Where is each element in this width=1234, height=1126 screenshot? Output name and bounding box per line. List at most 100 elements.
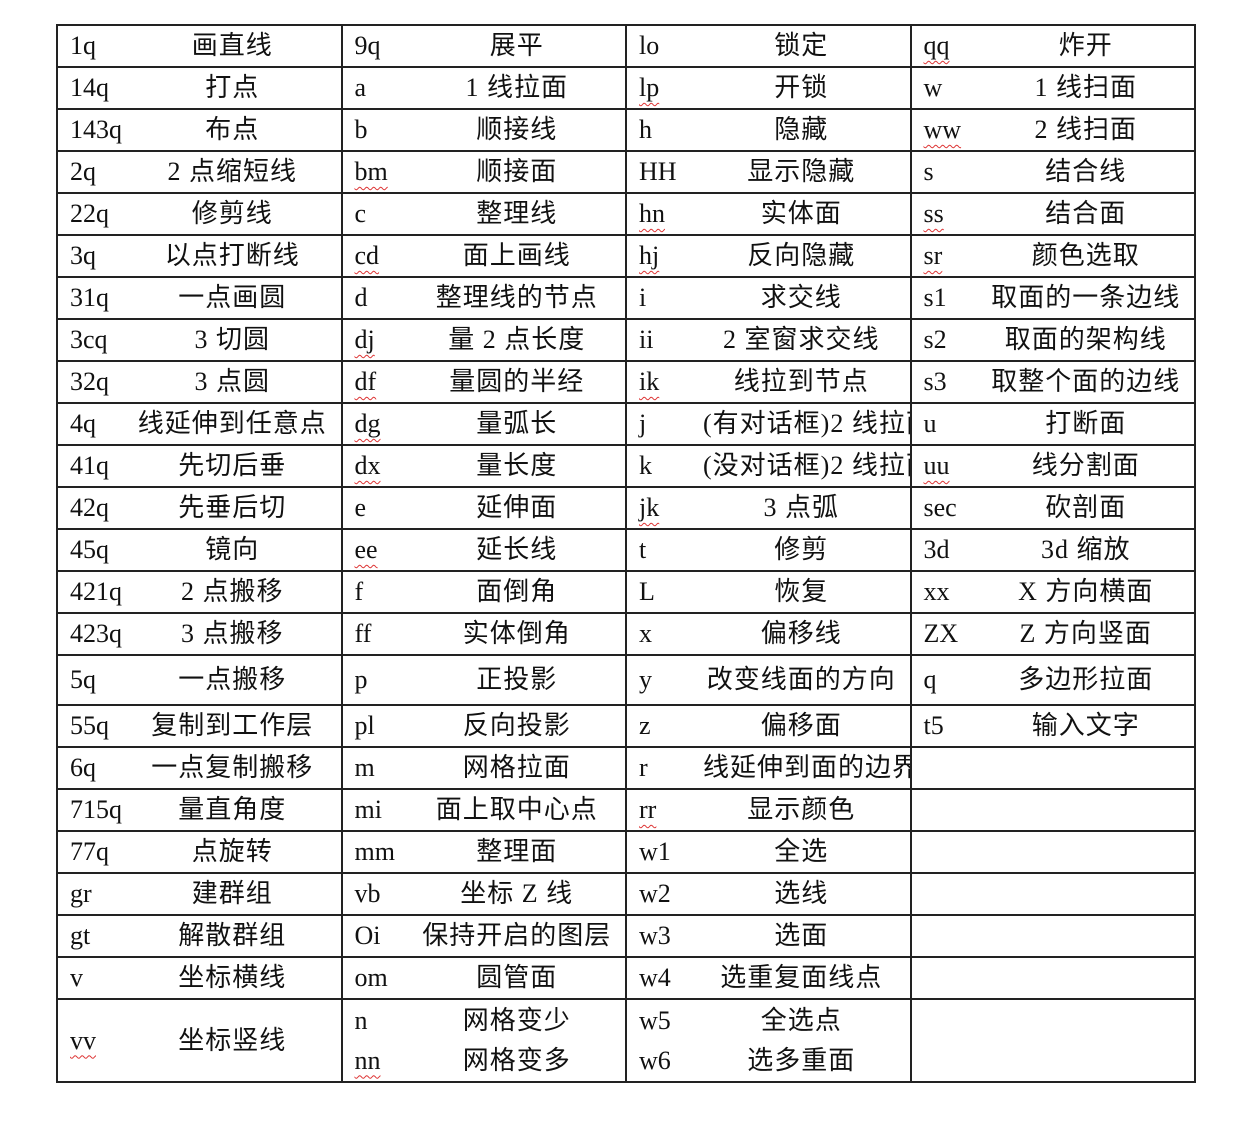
shortcut-entry: 41q 先切后垂 xyxy=(70,447,331,485)
table-cell: 41q 先切后垂 xyxy=(56,444,343,488)
shortcut-entry: ik 线拉到节点 xyxy=(639,363,900,401)
shortcut-entry: s3 取整个面的边线 xyxy=(924,363,1185,401)
shortcut-code: mm xyxy=(354,837,395,866)
shortcut-entry: r 线延伸到面的边界 xyxy=(639,749,909,787)
shortcut-description: Z 方向竖面 xyxy=(1019,619,1152,648)
shortcut-entry: nn 网格变多 xyxy=(355,1041,616,1081)
shortcut-entry: hj 反向隐藏 xyxy=(639,237,900,275)
shortcut-code: mi xyxy=(354,795,382,824)
shortcut-code: w4 xyxy=(639,963,671,992)
shortcut-code: p xyxy=(354,665,368,694)
table-cell: 4q 线延伸到任意点 xyxy=(56,402,343,446)
table-row: 4q 线延伸到任意点 dg 量弧长 j (有对话框)2 线拉面 u 打断面 xyxy=(56,402,1196,446)
shortcut-entry: m 网格拉面 xyxy=(355,749,616,787)
table-cell: 5q 一点搬移 xyxy=(56,654,343,706)
table-cell: w 1 线扫面 xyxy=(909,66,1196,110)
shortcut-code: 22q xyxy=(70,199,109,228)
shortcut-code: b xyxy=(354,115,368,144)
table-row: 45q 镜向 ee 延长线 t 修剪 3d 3d 缩放 xyxy=(56,528,1196,572)
table-cell: hj 反向隐藏 xyxy=(625,234,912,278)
shortcut-description: 3 点弧 xyxy=(763,493,839,522)
table-row: 715q 量直角度 mi 面上取中心点 rr 显示颜色 xyxy=(56,788,1196,832)
shortcut-description: 线延伸到任意点 xyxy=(137,409,327,438)
shortcut-code: q xyxy=(923,665,937,694)
shortcut-description: 2 点缩短线 xyxy=(167,157,297,186)
shortcut-code: 32q xyxy=(70,367,109,396)
shortcut-entry: 22q 修剪线 xyxy=(70,195,331,233)
shortcut-description: 打点 xyxy=(205,73,260,102)
shortcut-code: ss xyxy=(923,199,944,228)
shortcut-description: 取面的架构线 xyxy=(1004,325,1167,354)
shortcut-code: lo xyxy=(639,31,660,60)
shortcut-entry: w5 全选点 xyxy=(639,1001,900,1041)
shortcut-code: 5q xyxy=(70,665,96,694)
shortcut-description: 正投影 xyxy=(476,665,558,694)
table-cell: f 面倒角 xyxy=(340,570,627,614)
shortcut-description: 坐标 Z 线 xyxy=(460,879,574,908)
table-cell xyxy=(909,998,1196,1083)
shortcut-code: s xyxy=(923,157,934,186)
shortcut-description: 2 点搬移 xyxy=(180,577,284,606)
shortcut-description: 炸开 xyxy=(1058,31,1113,60)
table-row: 41q 先切后垂 dx 量长度 k (没对话框)2 线拉面 uu 线分割面 xyxy=(56,444,1196,488)
shortcut-code: L xyxy=(639,577,655,606)
table-cell: 42q 先垂后切 xyxy=(56,486,343,530)
shortcut-description: 显示颜色 xyxy=(747,795,856,824)
shortcut-code: gt xyxy=(70,921,91,950)
shortcut-code: qq xyxy=(923,31,950,60)
shortcut-entry: 4q 线延伸到任意点 xyxy=(70,405,331,443)
shortcut-description: 选多重面 xyxy=(747,1045,856,1075)
shortcut-entry: hn 实体面 xyxy=(639,195,900,233)
shortcut-entry: p 正投影 xyxy=(355,660,616,700)
shortcut-code: y xyxy=(639,665,652,694)
shortcut-entry: HH 显示隐藏 xyxy=(639,153,900,191)
table-cell: w4 选重复面线点 xyxy=(625,956,912,1000)
shortcut-entry: 6q 一点复制搬移 xyxy=(70,749,331,787)
table-cell: dg 量弧长 xyxy=(340,402,627,446)
shortcut-code: x xyxy=(639,619,652,648)
table-row: 3cq 3 切圆 dj 量 2 点长度 ii 2 室窗求交线 s2 取面的架构线 xyxy=(56,318,1196,362)
table-row: 31q 一点画圆 d 整理线的节点 i 求交线 s1 取面的一条边线 xyxy=(56,276,1196,320)
shortcut-description: 延长线 xyxy=(476,535,558,564)
shortcut-entry: ii 2 室窗求交线 xyxy=(639,321,900,359)
shortcut-description: 一点画圆 xyxy=(178,283,287,312)
shortcut-entry: dj 量 2 点长度 xyxy=(355,321,616,359)
table-row: 3q 以点打断线 cd 面上画线 hj 反向隐藏 sr 颜色选取 xyxy=(56,234,1196,278)
table-cell: ss 结合面 xyxy=(909,192,1196,236)
shortcut-description: 全选 xyxy=(774,837,829,866)
table-cell: s 结合线 xyxy=(909,150,1196,194)
shortcut-entry: dx 量长度 xyxy=(355,447,616,485)
table-cell: 31q 一点画圆 xyxy=(56,276,343,320)
shortcut-code: ff xyxy=(354,619,372,648)
shortcut-entry: u 打断面 xyxy=(924,405,1185,443)
shortcut-entry: e 延伸面 xyxy=(355,489,616,527)
table-cell xyxy=(909,956,1196,1000)
shortcut-description: 面上取中心点 xyxy=(435,795,598,824)
shortcut-entry: h 隐藏 xyxy=(639,111,900,149)
shortcut-code: ee xyxy=(354,535,378,564)
shortcut-code: lp xyxy=(639,73,660,102)
shortcut-code: ii xyxy=(639,325,654,354)
table-cell: rr 显示颜色 xyxy=(625,788,912,832)
table-cell xyxy=(909,872,1196,916)
shortcut-entry: j (有对话框)2 线拉面 xyxy=(639,405,909,443)
shortcut-entry: s 结合线 xyxy=(923,153,1185,191)
shortcut-entry: sr 颜色选取 xyxy=(924,237,1185,275)
shortcut-description: 展平 xyxy=(489,31,544,60)
shortcut-description: 建群组 xyxy=(191,879,273,908)
shortcut-code: d xyxy=(354,283,368,312)
shortcut-description: 坐标横线 xyxy=(178,963,287,992)
table-cell: 423q 3 点搬移 xyxy=(56,612,343,656)
shortcut-description: 网格拉面 xyxy=(462,753,571,782)
shortcut-code: f xyxy=(354,577,364,606)
shortcut-code: om xyxy=(354,963,388,992)
shortcut-description: 线分割面 xyxy=(1031,451,1140,480)
table-cell: ik 线拉到节点 xyxy=(625,360,912,404)
shortcut-entry: k (没对话框)2 线拉面 xyxy=(639,447,909,485)
table-cell: HH 显示隐藏 xyxy=(625,150,912,194)
shortcut-entry: q 多边形拉面 xyxy=(924,660,1185,700)
shortcut-description: 选面 xyxy=(774,921,829,950)
table-cell: Oi 保持开启的图层 xyxy=(340,914,627,958)
shortcut-entry: 3d 3d 缩放 xyxy=(924,531,1185,569)
shortcut-entry: ww 2 线扫面 xyxy=(924,111,1185,149)
